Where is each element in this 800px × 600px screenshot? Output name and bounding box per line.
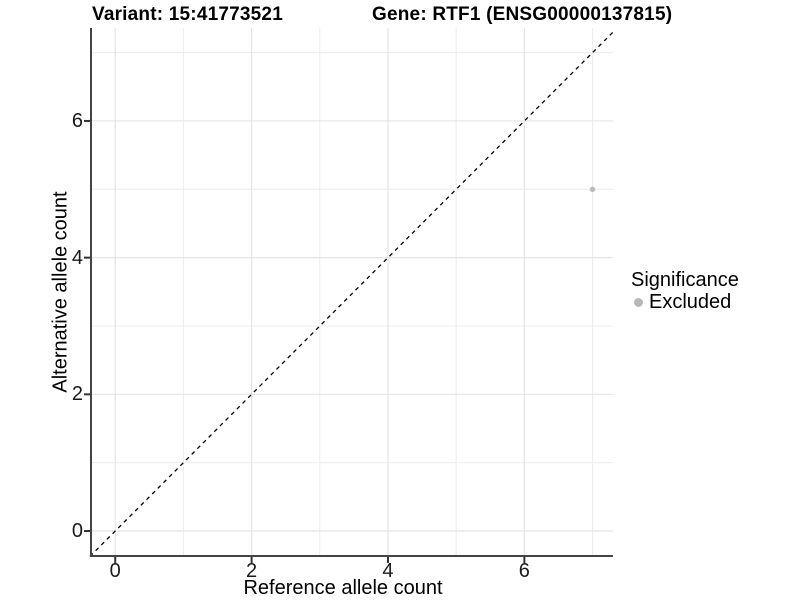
identity-dashed-line (89, 31, 614, 557)
chart-canvas (84, 28, 614, 563)
legend-point-icon (634, 297, 643, 307)
x-axis-title: Reference allele count (243, 577, 443, 599)
x-tick-label: 6 (518, 560, 530, 582)
x-tick-label: 2 (246, 560, 258, 582)
legend: Significance Excluded (631, 269, 739, 313)
y-tick-label: 4 (71, 246, 83, 269)
x-tick-label: 4 (382, 560, 394, 582)
plot-panel (84, 28, 614, 563)
legend-item-excluded: Excluded (631, 291, 739, 313)
y-tick-label: 2 (71, 383, 83, 406)
x-tick-label: 0 (109, 560, 121, 582)
legend-title: Significance (631, 269, 739, 291)
plot-title-gene: Gene: RTF1 (ENSG00000137815) (372, 4, 673, 25)
plot-title-variant: Variant: 15:41773521 (92, 4, 283, 25)
legend-item-label: Excluded (649, 290, 732, 313)
y-tick-label: 0 (71, 520, 83, 543)
data-point (589, 186, 596, 193)
y-tick-label: 6 (71, 109, 83, 132)
y-axis-title: Alternative allele count (49, 191, 72, 393)
